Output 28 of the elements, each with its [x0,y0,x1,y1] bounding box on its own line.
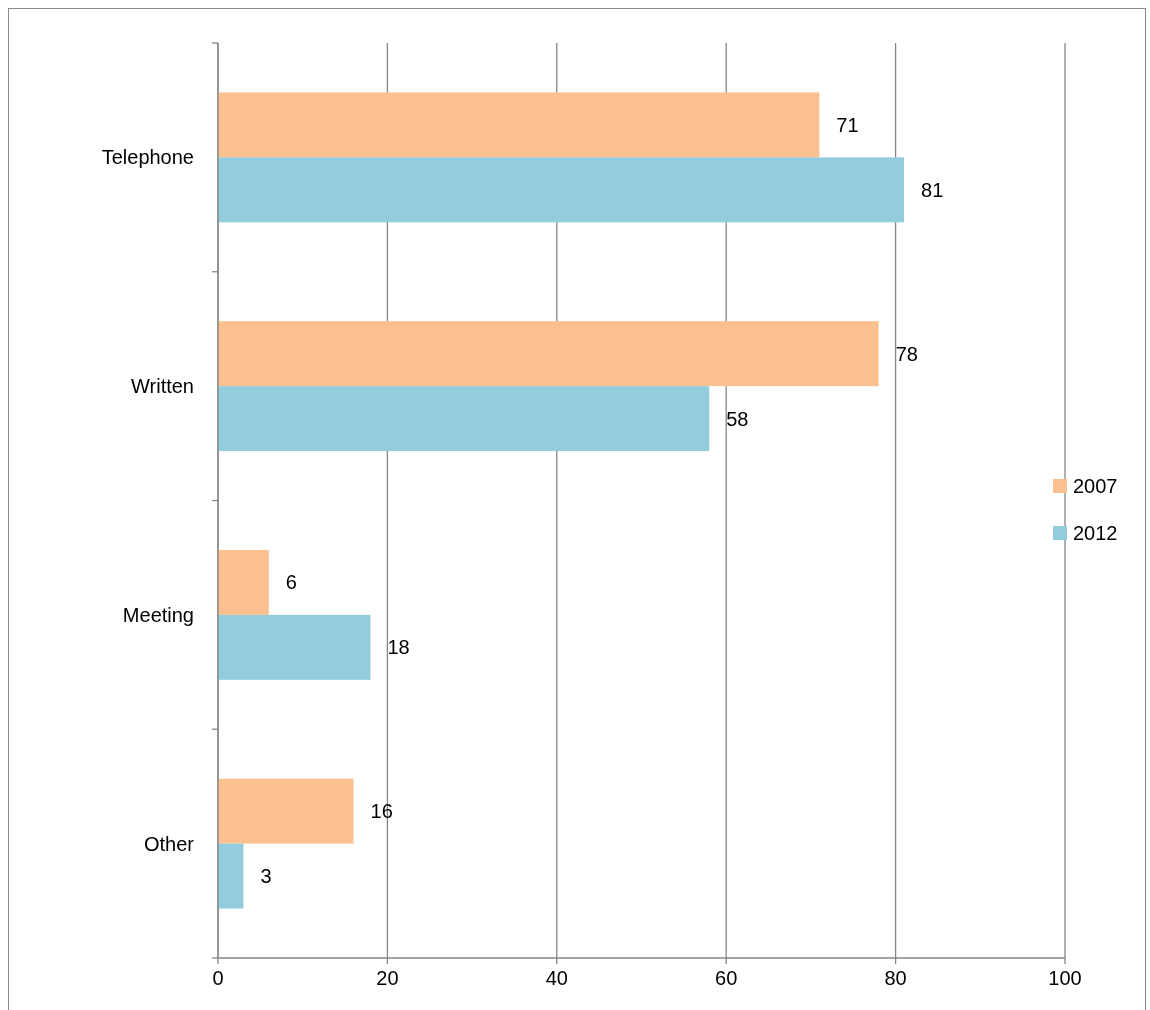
y-tick-label: Meeting [122,603,194,626]
data-label: 81 [921,178,944,201]
data-label: 3 [260,865,272,888]
y-tick-label: Telephone [101,146,194,169]
x-tick-label: 60 [715,967,738,989]
legend-label: 2012 [1073,522,1118,544]
x-tick-label: 0 [212,967,224,989]
x-tick-label: 100 [1048,967,1082,989]
bar [218,157,905,223]
data-label: 58 [726,407,749,430]
bar [218,778,354,844]
bar [218,321,879,387]
data-label: 71 [836,113,859,136]
data-label: 16 [370,800,393,823]
y-tick-label: Written [131,375,194,398]
y-tick-label: Other [143,832,195,855]
data-label: 78 [895,342,918,365]
bar [218,614,371,680]
bar [218,92,820,158]
x-tick-label: 40 [545,967,568,989]
data-label: 18 [387,636,410,659]
bar [218,386,710,452]
x-tick-label: 80 [884,967,907,989]
legend-label: 2007 [1073,475,1118,497]
bar [218,843,244,909]
data-label: 6 [285,571,297,594]
bar [218,549,269,615]
x-tick-label: 20 [376,967,399,989]
